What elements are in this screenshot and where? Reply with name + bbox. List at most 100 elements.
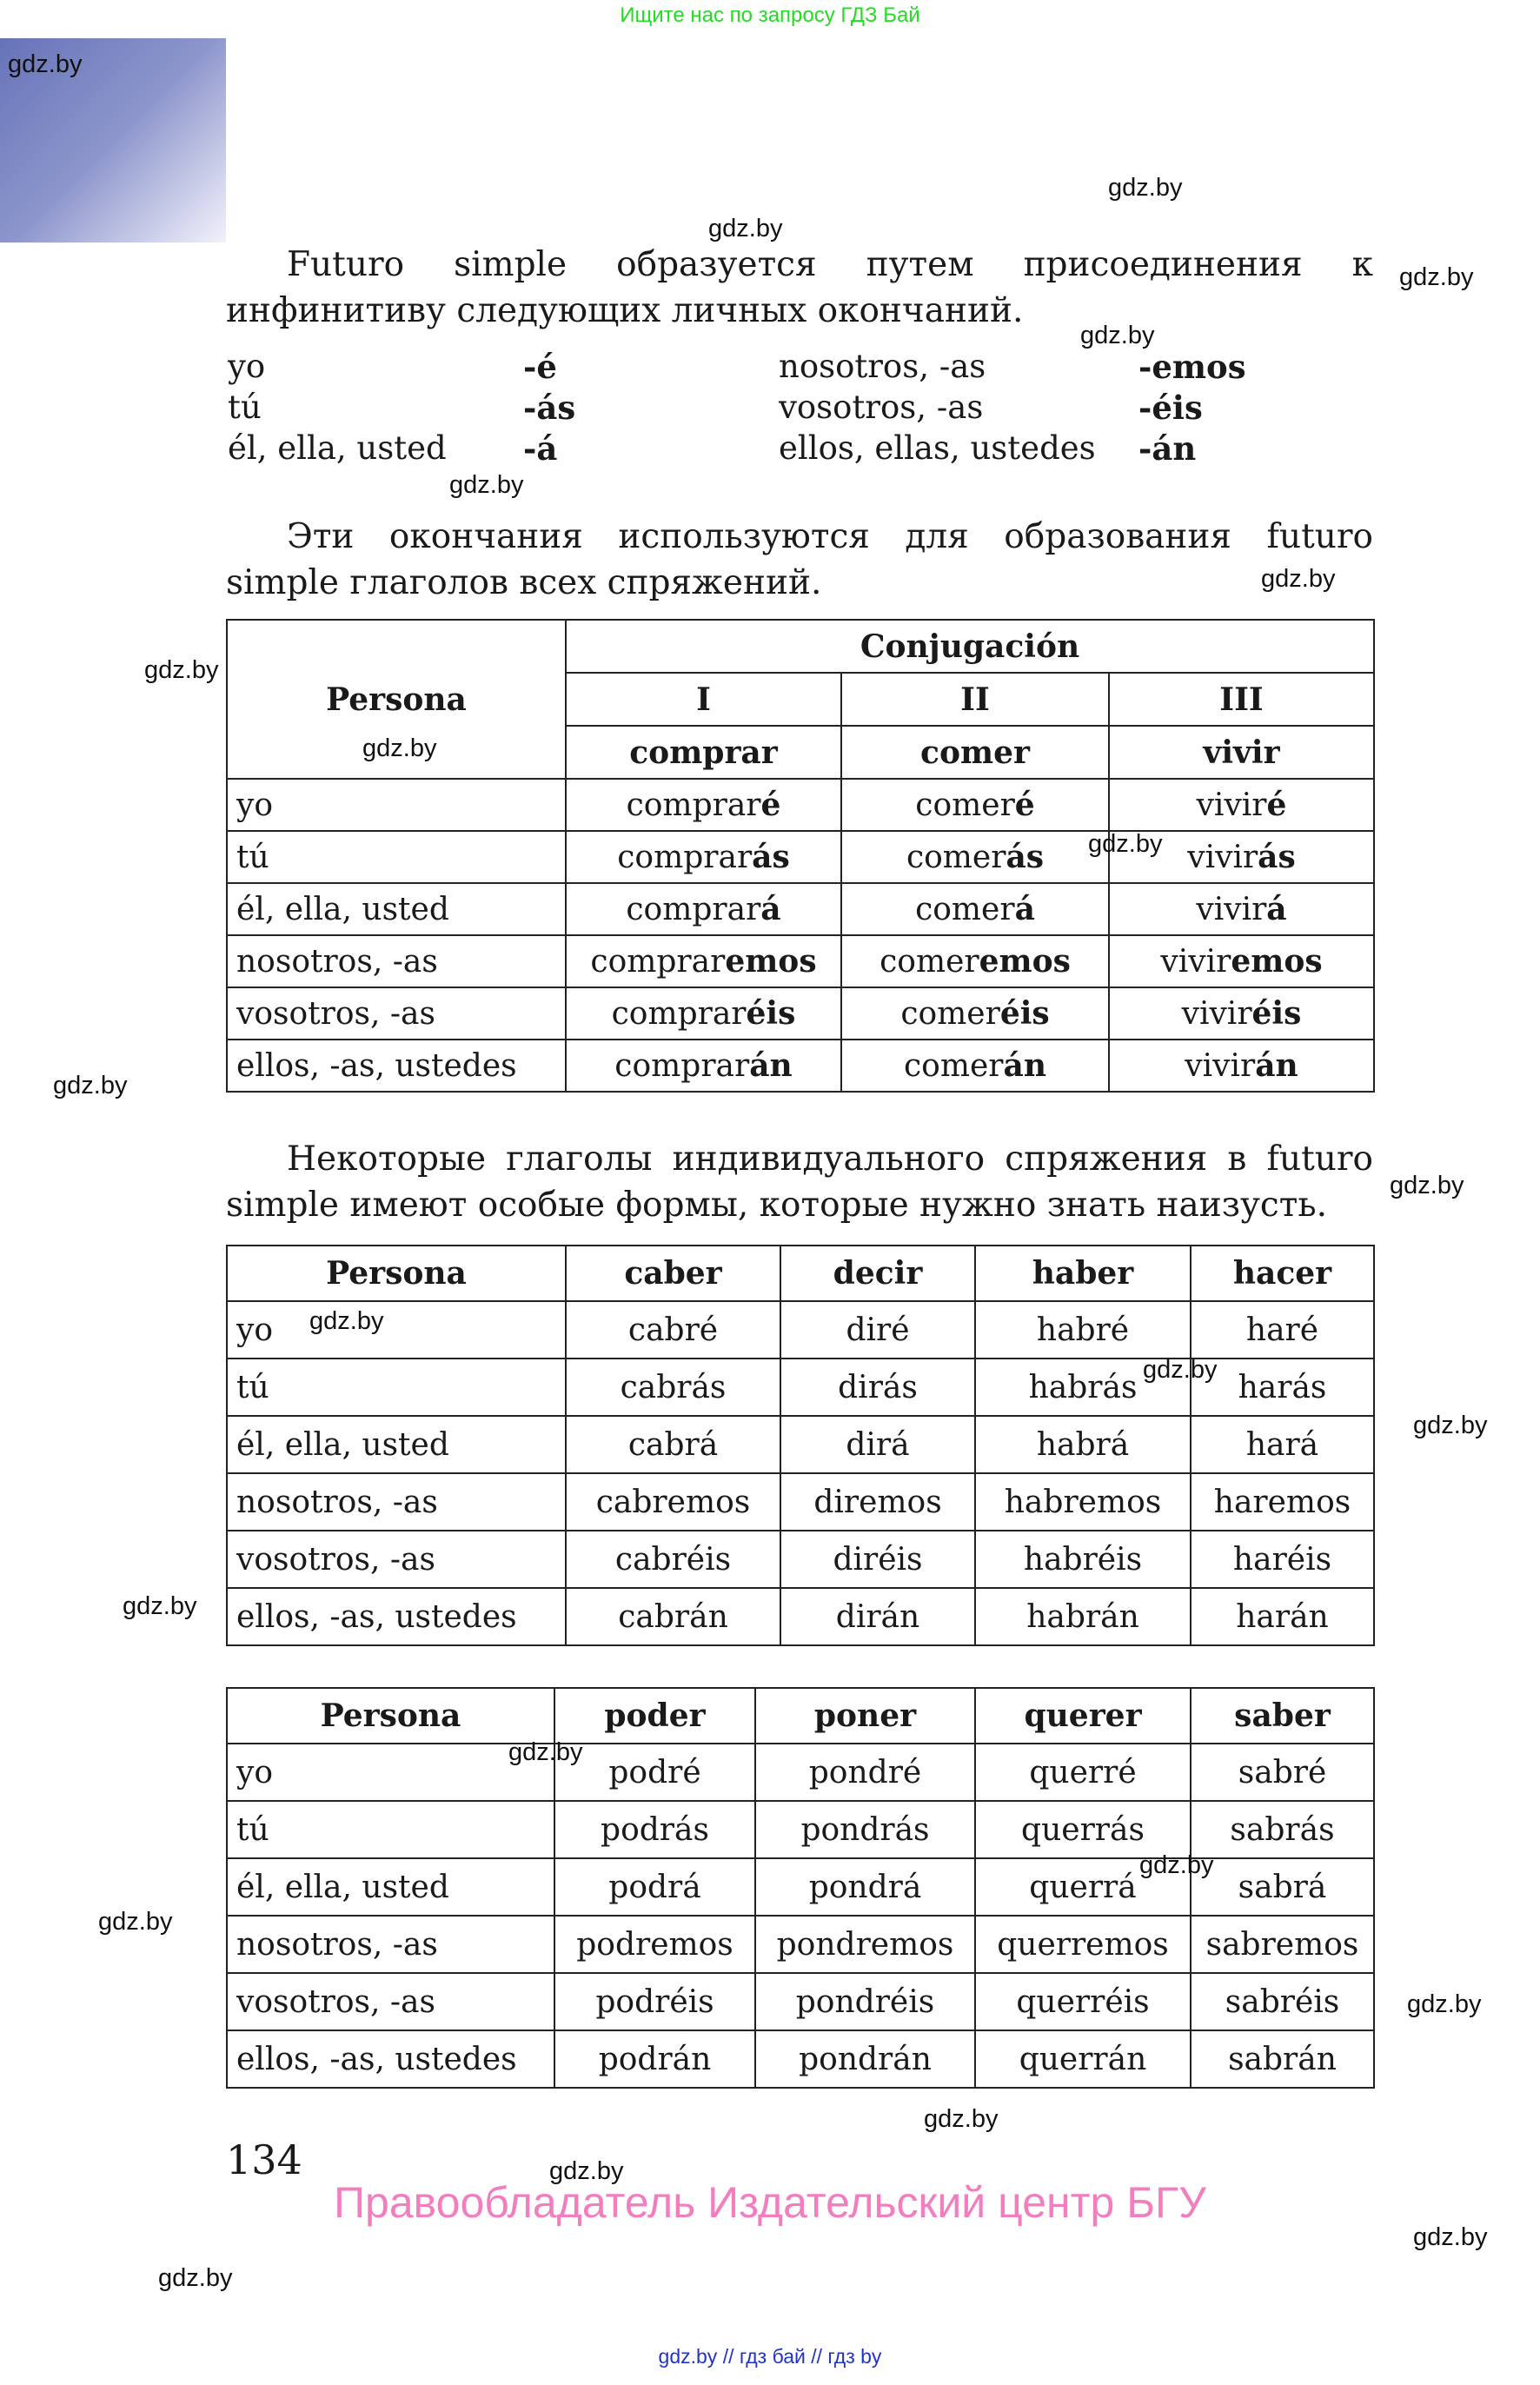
verb-ending: é — [760, 787, 781, 823]
paragraph-text: Некоторые глаголы индивидуального спряже… — [226, 1139, 1373, 1225]
person: tú — [228, 389, 262, 426]
verb-stem: vivir — [1185, 1048, 1256, 1084]
verb-form-cell: cabré — [565, 1300, 781, 1359]
persona-header: Persona — [226, 1245, 567, 1302]
person: él, ella, usted — [228, 429, 447, 467]
table-row: ellos, -as, ustedes podrán pondrán querrán s… — [226, 2030, 1375, 2089]
persona-cell: ellos, -as, ustedes — [226, 2030, 555, 2089]
persona-cell: él, ella, usted — [226, 1415, 567, 1474]
watermark: gdz.by — [449, 471, 524, 499]
verb-form-cell: querréis — [974, 1972, 1192, 2031]
watermark: gdz.by — [924, 2105, 999, 2133]
verb-form-cell: dirás — [780, 1358, 976, 1417]
persona-header: Persona — [226, 619, 567, 780]
persona-cell: vosotros, -as — [226, 1530, 567, 1589]
verb-ending: ás — [752, 839, 790, 875]
verb-form-cell: querré — [974, 1743, 1192, 1802]
search-hint-banner: Ищите нас по запросу ГДЗ Бай — [620, 3, 920, 27]
verb-form-cell: querrás — [974, 1800, 1192, 1859]
verb-form-cell: podrás — [554, 1800, 756, 1859]
conjugation-group: III — [1107, 672, 1376, 727]
verb-stem: vivir — [1187, 840, 1258, 875]
persona-cell: nosotros, -as — [226, 1472, 567, 1531]
verb-form-cell: podremos — [554, 1915, 756, 1974]
table-row: vosotros, -as compraréis comeréis viviréis — [226, 987, 1376, 1040]
persona-cell: tú — [226, 830, 567, 884]
verb-ending: á — [1014, 891, 1035, 927]
verb-stem: comprar — [626, 892, 761, 927]
verb-stem: comprar — [614, 1048, 750, 1084]
verb-form-cell: hará — [1190, 1415, 1375, 1474]
person: vosotros, -as — [779, 389, 984, 426]
verb-form-cell: querremos — [974, 1915, 1192, 1974]
verb-ending: emos — [979, 943, 1071, 980]
footer-links[interactable]: gdz.by // гдз бай // гдз by — [658, 2345, 882, 2368]
verb-form-cell: diremos — [780, 1472, 976, 1531]
verb-form-cell: sabremos — [1190, 1915, 1375, 1974]
verb-form-cell: harán — [1190, 1587, 1375, 1646]
watermark: gdz.by — [1413, 1412, 1488, 1439]
verb-ending: emos — [725, 943, 817, 980]
verb-form-cell: podrán — [554, 2030, 756, 2089]
verb-stem: vivir — [1196, 892, 1267, 927]
verb-ending: á — [1266, 891, 1287, 927]
verb-form-cell: cabrán — [565, 1587, 781, 1646]
table-row: él, ella, usted cabrá dirá habrá hará — [226, 1415, 1375, 1474]
table-row: ellos, -as, ustedes cabrán dirán habrán hará… — [226, 1587, 1375, 1646]
verb-stem: comprar — [590, 944, 726, 980]
verb-form-cell: comeremos — [840, 934, 1110, 988]
conjugation-group: II — [840, 672, 1110, 727]
verb-form-cell: cabrá — [565, 1415, 781, 1474]
infinitive: vivir — [1107, 725, 1376, 780]
verb-form-cell: dirán — [780, 1587, 976, 1646]
regular-conjugation-table: Persona Conjugación I II III comprar comer vivi… — [226, 619, 1376, 1093]
persona-cell: tú — [226, 1358, 567, 1417]
verb-stem: comprar — [626, 787, 761, 823]
watermark: gdz.by — [708, 215, 783, 242]
group-row: I II III — [227, 672, 1376, 727]
persona-cell: tú — [226, 1800, 555, 1859]
verb-form-cell: habrán — [974, 1587, 1192, 1646]
verb-ending: é — [1014, 787, 1035, 823]
verb-form-cell: compraremos — [565, 934, 842, 988]
watermark: gdz.by — [1088, 830, 1163, 858]
persona-cell: ellos, -as, ustedes — [226, 1039, 567, 1093]
ending: -emos — [1138, 348, 1246, 386]
ending: -á — [523, 429, 558, 468]
table-row: ellos, -as, ustedes comprarán comerán vivir… — [226, 1039, 1376, 1093]
verb-form-cell: vivirás — [1107, 830, 1376, 884]
verb-stem: comer — [880, 944, 979, 980]
verb-form-cell: sabrán — [1190, 2030, 1375, 2089]
verb-form-cell: diré — [780, 1300, 976, 1359]
verb-form-cell: haremos — [1190, 1472, 1375, 1531]
paragraph-futuro-formation: Futuro simple образуется путем присоедин… — [226, 242, 1373, 334]
persona-cell: él, ella, usted — [226, 1857, 555, 1917]
watermark: gdz.by — [1139, 1851, 1214, 1879]
verb-header: caber — [565, 1245, 781, 1302]
verb-stem: vivir — [1160, 944, 1231, 980]
table-row: yo cabré diré habré haré — [226, 1300, 1375, 1359]
ending: -ás — [523, 389, 576, 427]
verb-ending: án — [749, 1047, 793, 1084]
watermark: gdz.by — [1390, 1172, 1464, 1199]
watermark: gdz.by — [309, 1307, 384, 1335]
header-row: Persona Conjugación — [226, 619, 1376, 780]
verb-form-cell: habrá — [974, 1415, 1192, 1474]
verb-form-cell: compraréis — [565, 987, 842, 1040]
watermark: gdz.by — [98, 1908, 173, 1936]
paragraph-endings-usage: Эти окончания используются для образован… — [226, 514, 1373, 606]
verb-form-cell: podré — [554, 1743, 756, 1802]
irregular-verbs-table-2: Persona poder poner querer saber yo podré pondr… — [226, 1687, 1375, 2089]
persona-header: Persona — [226, 1687, 555, 1744]
watermark: gdz.by — [1143, 1356, 1218, 1384]
corner-gradient-decoration — [0, 38, 226, 242]
verb-stem: comprar — [617, 840, 753, 875]
verb-form-cell: pondré — [754, 1743, 976, 1802]
verb-form-cell: habremos — [974, 1472, 1192, 1531]
table-row: tú comprarás comerás vivirás — [226, 830, 1376, 884]
watermark: gdz.by — [1261, 565, 1336, 593]
verb-stem: comer — [904, 1048, 1004, 1084]
verb-form-cell: habrás — [974, 1358, 1192, 1417]
verb-ending: éis — [1251, 995, 1302, 1032]
person: yo — [228, 348, 266, 385]
